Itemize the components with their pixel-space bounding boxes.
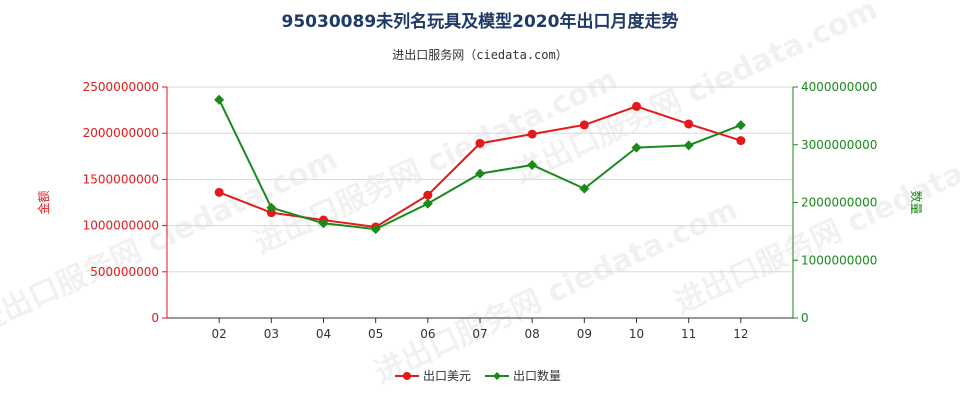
data-point	[422, 198, 433, 209]
data-point	[684, 119, 694, 129]
y-axis-right-label: 数量	[909, 190, 924, 214]
x-tick-label: 12	[733, 327, 748, 341]
y-tick-label-left: 2500000000	[83, 80, 159, 94]
legend-marker	[403, 372, 411, 380]
data-point	[632, 101, 641, 111]
y-tick-label-right: 3000000000	[801, 138, 877, 152]
legend-label: 出口数量	[513, 368, 561, 383]
chart-subtitle: 进出口服务网（ciedata.com）	[392, 47, 567, 62]
data-point	[423, 190, 433, 200]
data-point	[527, 159, 538, 170]
y-tick-label-left: 1000000000	[83, 219, 159, 233]
data-point	[475, 168, 485, 179]
data-point	[735, 120, 746, 131]
data-point	[527, 129, 537, 139]
y-tick-label-right: 0	[801, 311, 809, 325]
data-point	[266, 202, 277, 213]
series-layer	[214, 94, 746, 235]
x-tick-label: 04	[316, 327, 331, 341]
data-point	[579, 120, 589, 130]
y-tick-label-left: 1500000000	[83, 172, 159, 186]
legend-item-1[interactable]: 出口美元	[395, 369, 471, 383]
data-point	[370, 224, 381, 235]
x-tick-label: 05	[368, 327, 383, 341]
data-point	[736, 136, 746, 146]
x-tick-label: 11	[681, 327, 696, 341]
legend-marker	[493, 372, 501, 380]
data-point	[214, 94, 225, 105]
y-tick-label-left: 0	[151, 311, 159, 325]
y-tick-label-right: 4000000000	[801, 80, 877, 94]
data-point	[683, 140, 694, 151]
y-tick-label-right: 1000000000	[801, 253, 877, 267]
data-point	[318, 218, 329, 229]
data-point	[579, 183, 590, 194]
legend-item-2[interactable]: 出口数量	[485, 368, 561, 383]
y-tick-label-left: 500000000	[90, 265, 159, 279]
data-point	[475, 138, 485, 148]
data-point	[631, 142, 642, 153]
y-axis-left-label: 金额	[36, 190, 51, 214]
x-tick-label: 09	[577, 327, 592, 341]
x-tick-label: 08	[525, 327, 540, 341]
x-tick-label: 02	[212, 327, 227, 341]
data-point	[214, 187, 224, 197]
x-tick-label: 03	[264, 327, 279, 341]
x-tick-label: 06	[420, 327, 435, 341]
y-tick-label-right: 2000000000	[801, 196, 877, 210]
y-tick-label-left: 2000000000	[83, 126, 159, 140]
legend[interactable]: 出口美元 出口数量	[395, 368, 561, 383]
x-tick-label: 10	[629, 327, 644, 341]
legend-label: 出口美元	[423, 369, 471, 383]
chart-title: 95030089未列名玩具及模型2020年出口月度走势	[282, 11, 679, 32]
tick-labels: 0 500000000 1000000000 1500000000 2000000000…	[83, 80, 878, 341]
x-tick-label: 07	[472, 327, 487, 341]
